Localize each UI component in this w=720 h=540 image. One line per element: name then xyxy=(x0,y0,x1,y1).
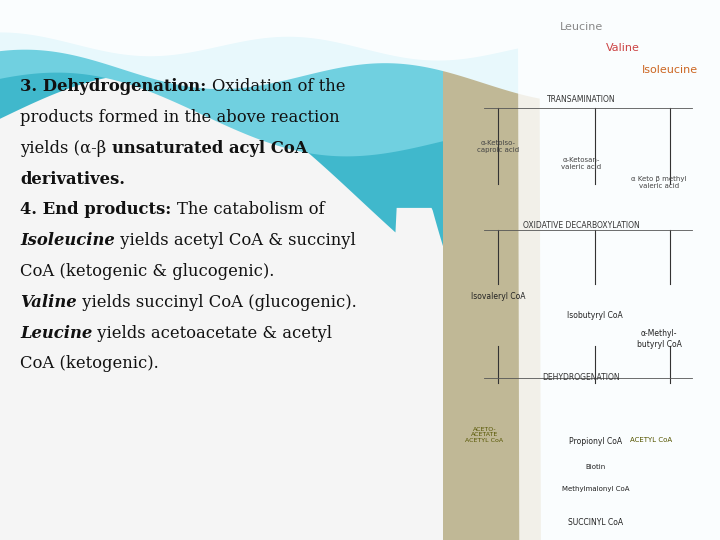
Text: yields (α-β: yields (α-β xyxy=(20,140,112,157)
Polygon shape xyxy=(0,0,720,526)
Text: Isoleucine: Isoleucine xyxy=(642,65,698,75)
Text: derivatives.: derivatives. xyxy=(20,171,125,187)
Text: unsaturated acyl CoA: unsaturated acyl CoA xyxy=(112,140,307,157)
Text: The catabolism of: The catabolism of xyxy=(177,201,325,218)
Text: α-Methyl-
butyryl CoA: α-Methyl- butyryl CoA xyxy=(636,329,681,349)
Text: Oxidation of the: Oxidation of the xyxy=(212,78,346,95)
Text: Isobutyryl CoA: Isobutyryl CoA xyxy=(567,310,623,320)
Text: CoA (ketogenic).: CoA (ketogenic). xyxy=(20,355,159,372)
Text: 3. Dehydrogenation:: 3. Dehydrogenation: xyxy=(20,78,212,95)
Text: ACETO-
ACETATE
ACETYL CoA: ACETO- ACETATE ACETYL CoA xyxy=(465,427,503,443)
Text: products formed in the above reaction: products formed in the above reaction xyxy=(20,109,340,126)
Text: Propionyl CoA: Propionyl CoA xyxy=(569,437,622,447)
Text: Leucine: Leucine xyxy=(559,22,603,32)
Text: Valine: Valine xyxy=(606,43,640,53)
Text: DEHYDROGENATION: DEHYDROGENATION xyxy=(543,373,620,382)
Text: Isovaleryl CoA: Isovaleryl CoA xyxy=(471,292,526,301)
Text: SUCCINYL CoA: SUCCINYL CoA xyxy=(567,518,623,528)
Text: TRANSAMINATION: TRANSAMINATION xyxy=(547,94,616,104)
Text: CoA (ketogenic & glucogenic).: CoA (ketogenic & glucogenic). xyxy=(20,263,274,280)
Text: α Keto β methyl
valeric acid: α Keto β methyl valeric acid xyxy=(631,176,687,188)
Text: yields succinyl CoA (glucogenic).: yields succinyl CoA (glucogenic). xyxy=(77,294,356,310)
Text: Valine: Valine xyxy=(20,294,77,310)
Text: α-Ketosan-
valeric acid: α-Ketosan- valeric acid xyxy=(562,157,601,170)
Text: Isoleucine: Isoleucine xyxy=(20,232,115,249)
Text: 4. End products:: 4. End products: xyxy=(20,201,177,218)
Text: Methylmalonyl CoA: Methylmalonyl CoA xyxy=(562,486,629,492)
Text: Leucine: Leucine xyxy=(20,325,92,341)
Text: yields acetoacetate & acetyl: yields acetoacetate & acetyl xyxy=(92,325,333,341)
Text: ACETYL CoA: ACETYL CoA xyxy=(629,437,672,443)
Text: yields acetyl CoA & succinyl: yields acetyl CoA & succinyl xyxy=(115,232,356,249)
Bar xyxy=(443,0,720,540)
Text: α-Ketolso-
caproic acid: α-Ketolso- caproic acid xyxy=(477,140,519,153)
Text: Biotin: Biotin xyxy=(585,464,606,470)
Text: OXIDATIVE DECARBOXYLATION: OXIDATIVE DECARBOXYLATION xyxy=(523,221,640,231)
